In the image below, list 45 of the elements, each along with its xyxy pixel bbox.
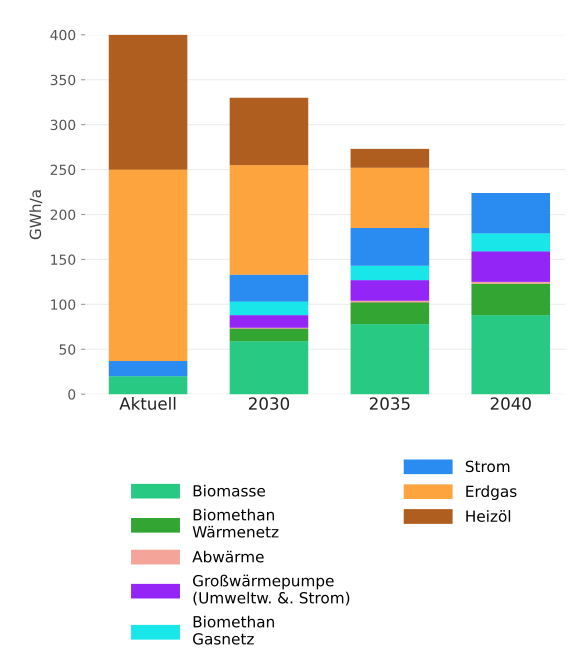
bar	[471, 284, 550, 316]
legend-label: Biomethan Gasnetz	[193, 616, 274, 645]
bar	[230, 302, 308, 316]
x-tick-label: Aktuell	[119, 396, 176, 410]
bar	[350, 148, 430, 168]
bar	[350, 280, 430, 301]
legend-label: Abwärme	[192, 550, 264, 563]
bar	[108, 34, 188, 170]
bar	[230, 315, 308, 328]
y-tick-label: 0	[68, 389, 76, 400]
bar	[350, 228, 430, 266]
y-tick-label: 200	[50, 209, 76, 220]
y-tick-label: 400	[50, 30, 76, 40]
bar	[471, 233, 550, 252]
bar	[230, 98, 308, 166]
bar	[471, 251, 550, 282]
legend-label: Biomasse	[194, 484, 266, 497]
legend-label: Erdgas	[466, 485, 516, 500]
x-tick-label: 2030	[248, 397, 290, 410]
bar	[471, 192, 550, 234]
legend-label: Strom	[466, 460, 510, 472]
bar	[108, 170, 188, 361]
x-tick-label: 2035	[370, 397, 410, 410]
bar	[350, 324, 430, 394]
y-tick-label: 150	[51, 254, 76, 265]
bar	[230, 274, 308, 302]
y-tick-label: 100	[51, 299, 76, 310]
y-tick-label: 50	[60, 344, 76, 355]
bar	[108, 376, 188, 394]
bar	[108, 360, 188, 376]
legend-label: Großwärmepumpe (Umweltw. &. Strom)	[193, 574, 350, 606]
y-tick-label: 300	[50, 120, 76, 130]
bar	[230, 165, 308, 275]
legend-label: Biomethan Wärmenetz	[192, 508, 278, 538]
legend-label: Heizöl	[466, 510, 510, 522]
x-tick-label: 2040	[490, 397, 531, 410]
bar	[230, 341, 308, 394]
y-tick-label: 350	[50, 74, 76, 86]
y-axis-title: GWh/a	[29, 190, 42, 240]
bar	[350, 302, 430, 324]
bar	[350, 168, 430, 228]
bar	[230, 328, 308, 342]
bar	[471, 315, 550, 394]
y-tick-label: 250	[50, 164, 76, 176]
bar	[350, 266, 430, 280]
